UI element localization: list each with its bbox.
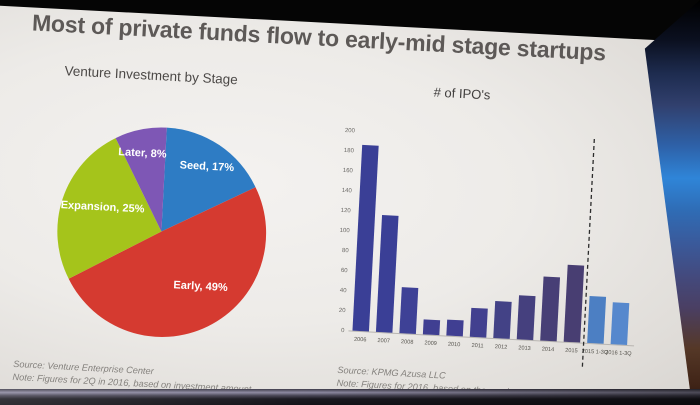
bar-2006 [352,144,379,332]
y-axis-tick-label: 140 [342,188,353,195]
x-axis-tick-label: 2010 [448,342,461,349]
y-axis-tick-label: 160 [343,168,354,175]
bar-2008 [399,287,419,334]
pie-slice-label: Early, 49% [173,279,228,294]
y-axis-tick-label: 60 [341,268,349,274]
pie-slice-early [68,187,267,337]
pie-slice-expansion [57,138,162,279]
bar-2009 [422,319,441,336]
y-axis-tick-label: 180 [344,148,355,155]
x-axis-tick-label: 2014 [542,347,555,354]
pie-slice-label: Expansion, 25% [60,199,144,215]
y-axis-tick-label: 20 [339,308,347,314]
x-axis-tick-label: 2016 1-3Q [605,350,632,357]
y-axis-tick-label: 80 [342,248,350,254]
bar-2015 [563,264,585,343]
x-axis-tick-label: 2011 [471,343,483,350]
bar-2012 [493,301,512,339]
x-axis-tick-label: 2013 [518,345,531,352]
bar-chart-title: # of IPO's [433,84,491,103]
slide-title: Most of private funds flow to early-mid … [31,9,607,66]
y-axis-tick-label: 100 [339,228,350,235]
y-axis-tick-label: 0 [341,328,345,334]
bar-2016-1-3Q [610,302,630,346]
pie-slice-label: Later, 8% [118,146,167,161]
bar-2010 [446,319,464,337]
bar-2013 [516,295,536,341]
x-axis-tick-label: 2015 1-3Q [582,349,609,356]
y-axis-tick-label: 200 [345,128,356,135]
pie-slice-later [115,127,167,232]
y-axis-tick-label: 40 [340,288,348,294]
x-axis-tick-label: 2007 [377,338,390,345]
bar-2007 [375,215,399,333]
x-axis-tick-label: 2015 [565,348,578,355]
bar-2015-1-3Q [587,295,607,344]
bottom-bezel-bar [0,389,700,405]
pie-slice-label: Seed, 17% [179,159,234,174]
x-axis-tick-label: 2012 [495,344,508,351]
x-axis-line [348,330,635,347]
x-axis-tick-label: 2006 [354,337,367,344]
bar-2014 [540,276,561,342]
bar-chart: 0 20 40 60 80 100 120 140 160 180 200 2006 2007 2008 2… [339,128,635,369]
forecast-divider-line [581,138,595,369]
x-axis-tick-label: 2008 [401,339,414,346]
x-axis-tick-label: 2009 [424,340,437,347]
pie-chart-title: Venture Investment by Stage [64,63,239,88]
pie-chart: Seed, 17% Early, 49% Expansion, 25% Later, … [57,127,267,337]
pie-slice-seed [161,127,256,232]
y-axis-tick-label: 120 [341,208,352,215]
bar-2011 [469,307,488,338]
presentation-slide: Most of private funds flow to early-mid … [0,5,700,405]
